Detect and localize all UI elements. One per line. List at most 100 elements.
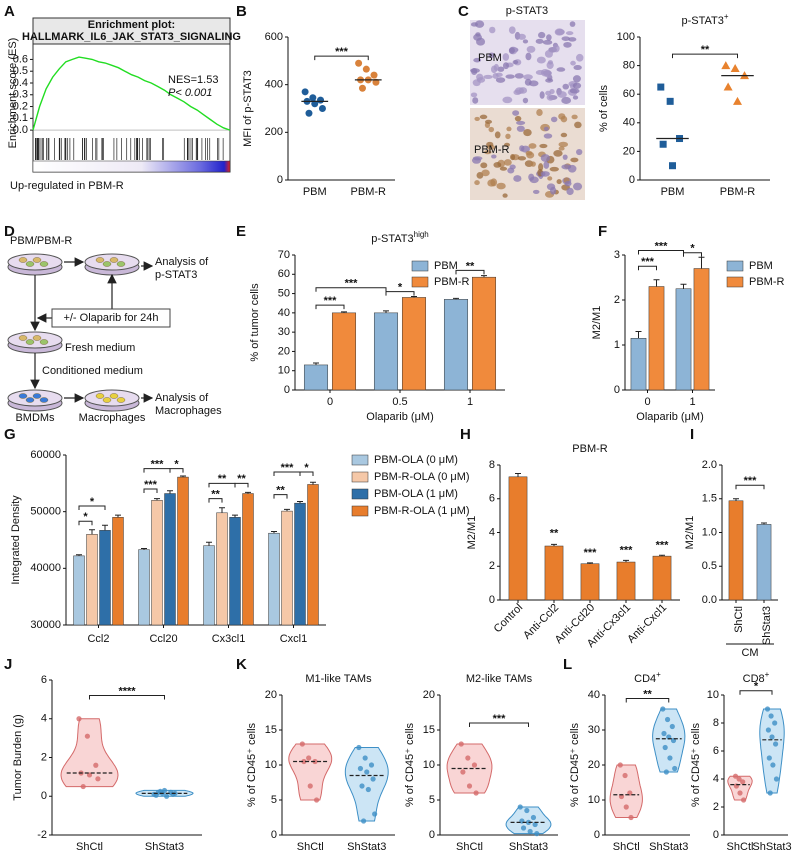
nucleus xyxy=(558,113,566,120)
panel-label: G xyxy=(4,426,16,443)
violin xyxy=(288,743,333,801)
bar xyxy=(544,545,564,601)
significance-bracket xyxy=(625,698,670,703)
nucleus xyxy=(509,164,516,170)
point xyxy=(769,734,775,740)
y-tick-label: 50000 xyxy=(30,506,61,518)
nucleus xyxy=(565,31,574,36)
significance-bracket xyxy=(739,690,773,695)
nucleus xyxy=(557,91,567,98)
legend-swatch xyxy=(351,505,369,517)
point xyxy=(723,82,733,91)
point xyxy=(76,716,82,722)
significance-bracket xyxy=(385,291,415,296)
diagram-label: Analysis of xyxy=(155,256,209,268)
error-bar xyxy=(102,524,108,531)
point xyxy=(365,786,371,793)
nucleus xyxy=(490,65,498,74)
point xyxy=(773,776,780,782)
y-tick-label: 10 xyxy=(707,689,719,701)
x-tick-label: ShCtl xyxy=(456,841,483,853)
diagram-label: Macrophages xyxy=(155,405,222,417)
error-bar xyxy=(587,562,593,564)
point xyxy=(164,793,170,799)
y-tick-label: 2 xyxy=(489,560,495,572)
bar xyxy=(401,297,427,391)
legend-label: PBM-OLA (1 μM) xyxy=(374,488,458,500)
nucleus xyxy=(530,161,536,167)
y-tick-label: 2 xyxy=(41,751,47,763)
y-tick-label: 6 xyxy=(713,745,719,757)
point xyxy=(736,776,742,782)
bar xyxy=(443,299,469,391)
image-title: p-STAT3 xyxy=(506,5,548,17)
nucleus xyxy=(492,73,499,79)
cell xyxy=(39,397,49,403)
y-axis-label: % of tumor cells xyxy=(249,283,261,362)
point xyxy=(767,790,773,796)
nucleus xyxy=(495,77,506,83)
point xyxy=(662,744,668,751)
point xyxy=(628,814,634,821)
nucleus xyxy=(571,114,578,120)
bar xyxy=(216,512,228,626)
title-text: CD8 xyxy=(743,673,765,685)
y-tick-label: 0 xyxy=(489,594,495,606)
nucleus xyxy=(562,83,570,90)
nucleus xyxy=(561,36,571,41)
y-tick-label: 6 xyxy=(489,493,495,505)
point xyxy=(364,769,370,775)
nucleus xyxy=(476,77,486,83)
panel-label: E xyxy=(236,223,246,240)
nucleus xyxy=(516,125,525,132)
point xyxy=(301,88,309,96)
bar xyxy=(112,517,124,626)
cell xyxy=(18,393,28,399)
point xyxy=(532,821,538,828)
point xyxy=(733,96,742,105)
nucleus xyxy=(523,74,533,80)
y-tick-label: 0 xyxy=(629,174,635,186)
point xyxy=(520,825,527,831)
nucleus xyxy=(574,121,582,129)
x-tick-label: ShCtl xyxy=(727,841,754,853)
error-bar xyxy=(141,548,147,550)
nucleus xyxy=(570,60,576,66)
violin xyxy=(609,764,643,818)
y-tick-label: 0.3 xyxy=(13,89,28,101)
point xyxy=(772,741,779,747)
significance-label: ** xyxy=(550,527,559,539)
x-tick-label: 1 xyxy=(467,396,473,408)
nucleus xyxy=(567,164,577,173)
nucleus xyxy=(535,38,544,44)
cell xyxy=(102,261,112,267)
significance-bracket xyxy=(315,287,387,292)
bar xyxy=(242,493,254,626)
nucleus xyxy=(545,78,554,83)
error-bar xyxy=(245,491,251,494)
significance-label: *** xyxy=(620,544,634,556)
bar xyxy=(616,561,636,601)
nucleus xyxy=(483,150,492,155)
panel-label: A xyxy=(4,3,15,20)
point xyxy=(740,779,746,785)
nucleus xyxy=(502,193,508,198)
point xyxy=(465,755,471,761)
error-bar xyxy=(653,279,660,287)
point xyxy=(659,140,667,148)
y-axis-label: M2/M1 xyxy=(684,516,696,550)
panel-label: J xyxy=(4,656,12,673)
significance-bracket xyxy=(469,722,529,727)
significance-label: * xyxy=(90,496,95,508)
point xyxy=(313,797,320,803)
y-tick-label: 1.5 xyxy=(702,493,717,505)
point xyxy=(768,713,774,719)
point xyxy=(672,765,678,772)
cell xyxy=(102,397,112,403)
nucleus xyxy=(486,141,494,147)
nucleus xyxy=(540,171,550,177)
error-bar xyxy=(271,531,277,534)
point xyxy=(661,730,667,737)
nucleus xyxy=(472,156,483,161)
